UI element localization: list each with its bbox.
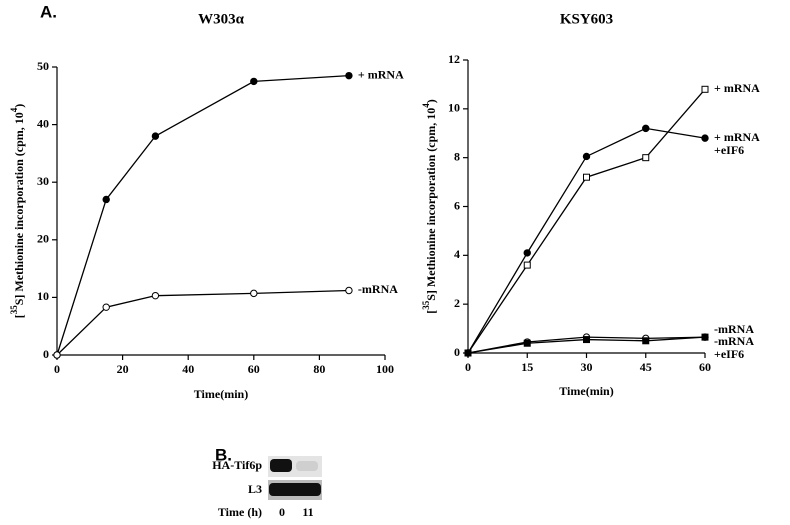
y-axis-label-part: S] Methionine incorporation (cpm, 10	[424, 108, 438, 301]
y-axis-label-part: 4	[421, 103, 431, 108]
y-axis-label-part: [	[12, 314, 26, 318]
x-tick-label: 0	[465, 360, 471, 374]
y-axis-label: [35S] Methionine incorporation (cpm, 104…	[9, 104, 26, 319]
marker	[642, 124, 650, 133]
series-label: + mRNA	[714, 81, 760, 95]
x-tick-label: 60	[248, 362, 260, 376]
y-tick-label: 30	[37, 174, 49, 188]
y-tick-label: 0	[43, 347, 49, 361]
y-tick-label: 8	[454, 149, 460, 163]
marker	[102, 303, 110, 311]
marker	[701, 85, 709, 93]
y-tick-label: 40	[37, 116, 49, 130]
x-tick-label: 20	[117, 362, 129, 376]
blot: HA-Tif6p L3 Time (h) 0 11	[212, 456, 322, 519]
marker	[701, 134, 709, 142]
x-tick-label: 0	[54, 362, 60, 376]
y-axis-label: [35S] Methionine incorporation (cpm, 104…	[421, 99, 438, 314]
axes	[56, 67, 385, 356]
y-tick-label: 10	[37, 289, 49, 303]
x-tick-label: 15	[521, 360, 533, 374]
blot-row-label: L3	[248, 482, 262, 496]
series-line	[467, 88, 706, 354]
chart-title: W303α	[198, 11, 245, 27]
y-tick-label: 2	[454, 296, 460, 310]
series-label: -mRNA	[714, 334, 754, 348]
x-tick-label: 80	[313, 362, 325, 376]
x-tick-label: 60	[699, 360, 711, 374]
y-tick-label: 10	[448, 101, 460, 115]
marker	[523, 261, 531, 269]
marker	[464, 349, 472, 357]
blot-lane-label: 11	[302, 505, 313, 519]
y-tick-label: 12	[448, 52, 460, 66]
y-axis-label-part: [	[424, 310, 438, 314]
y-tick-label: 6	[454, 198, 460, 212]
blot-band	[296, 461, 318, 471]
series-line	[56, 289, 349, 356]
y-axis-label-part: 35	[421, 300, 431, 310]
x-tick-label: 40	[182, 362, 194, 376]
series-label: + mRNA	[358, 67, 404, 81]
y-axis-label-part: )	[424, 99, 438, 103]
marker	[582, 152, 591, 161]
y-axis-label-part: S] Methionine incorporation (cpm, 10	[12, 112, 26, 305]
x-tick-label: 45	[640, 360, 652, 374]
blot-row-label: HA-Tif6p	[212, 458, 262, 472]
marker	[523, 249, 531, 257]
marker	[583, 173, 590, 181]
series-label: + mRNA	[714, 130, 760, 144]
y-tick-label: 20	[37, 232, 49, 246]
x-axis-label: Time(min)	[194, 387, 248, 401]
x-axis-label: Time(min)	[559, 384, 613, 398]
marker	[642, 154, 650, 162]
marker	[250, 289, 258, 298]
marker	[345, 286, 353, 295]
series-line	[467, 127, 706, 354]
y-tick-label: 0	[454, 345, 460, 359]
series-label: +eIF6	[714, 143, 744, 157]
y-axis-label-part: 35	[9, 305, 19, 315]
series-label: +eIF6	[714, 347, 744, 361]
marker	[642, 337, 650, 345]
blot-band	[270, 459, 292, 472]
x-tick-label: 30	[581, 360, 593, 374]
marker	[345, 71, 353, 80]
y-tick-label: 50	[37, 59, 49, 73]
marker	[102, 195, 110, 204]
y-axis-label-part: 4	[9, 107, 19, 112]
axes	[467, 60, 705, 354]
x-tick-label: 100	[376, 362, 394, 376]
blot-lane-label: 0	[279, 505, 285, 519]
marker	[583, 336, 590, 344]
marker	[151, 132, 160, 140]
y-axis-label-part: )	[12, 104, 26, 108]
chart-title: KSY603	[560, 11, 613, 27]
panel-label: A.	[40, 2, 57, 21]
series-label: -mRNA	[358, 282, 398, 296]
marker	[151, 291, 160, 300]
marker	[53, 351, 61, 359]
blot-band	[269, 483, 321, 496]
panel-label: B.	[215, 445, 232, 464]
marker	[250, 77, 258, 86]
marker	[701, 333, 709, 341]
y-tick-label: 4	[454, 247, 460, 261]
marker	[523, 339, 531, 347]
series-label: -mRNA	[714, 322, 754, 336]
blot-time-label: Time (h)	[218, 505, 262, 519]
